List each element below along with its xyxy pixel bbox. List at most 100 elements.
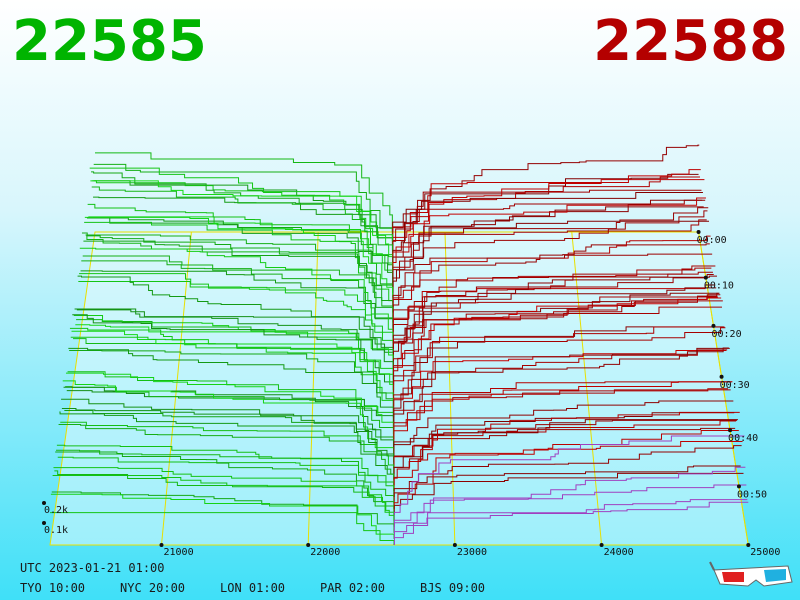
time-tick-dot: [728, 428, 733, 433]
ask-depth-line: [392, 207, 709, 293]
zone-time: LON 01:00: [220, 581, 285, 595]
ask-depth-line: [393, 327, 726, 401]
ask-depth-line: [393, 466, 746, 527]
price-grid-line: [160, 231, 192, 546]
price-tick-label: 24000: [604, 547, 634, 558]
ask-depth-line: [393, 465, 741, 498]
ask-depth-line: [393, 349, 728, 412]
bid-depth-line: [51, 491, 395, 533]
ask-depth-line: [393, 430, 739, 486]
bid-depth-line: [57, 456, 395, 492]
bid-depth-line: [92, 180, 393, 251]
ask-depth-line: [392, 284, 715, 333]
bid-depth-line: [52, 475, 395, 527]
bid-depth-line: [90, 180, 394, 265]
bid-depth-line: [55, 451, 395, 509]
time-tick-dot: [719, 374, 724, 379]
ask-depth-line: [392, 275, 717, 348]
price-grid-line: [571, 231, 603, 546]
ask-depth-line: [393, 435, 745, 521]
price-grid-line: [307, 231, 319, 546]
ask-depth-line: [392, 294, 721, 369]
zone-time: TYO 10:00: [20, 581, 85, 595]
ask-depth-line: [392, 173, 699, 232]
bid-depth-line: [56, 444, 395, 498]
ask-depth-line: [392, 267, 712, 313]
stereo-glasses-icon: [709, 561, 793, 587]
time-tick-dot: [736, 484, 741, 489]
bid-depth-line: [63, 386, 395, 451]
bid-depth-line: [81, 232, 394, 323]
bid-depth-line: [50, 512, 395, 545]
ask-depth-line: [393, 445, 742, 503]
ask-depth-line: [393, 347, 729, 423]
time-tick-label: 00:20: [711, 329, 741, 340]
time-tick-label: 00:00: [697, 235, 727, 246]
depth-tick-dot: [42, 501, 46, 505]
time-tick-label: 00:40: [728, 433, 758, 444]
bid-depth-line: [65, 386, 394, 440]
ask-depth-line: [393, 381, 733, 446]
ask-depth-line: [392, 199, 706, 274]
bid-depth-line: [81, 260, 394, 328]
bid-depth-line: [85, 234, 394, 298]
bid-depth-line: [50, 493, 395, 539]
ask-depth-line: [393, 427, 736, 463]
depth-tick-label: 0.1k: [44, 525, 68, 536]
time-zones: TYO 10:00 NYC 20:00 LON 01:00 PAR 02:00 BJS …: [20, 581, 485, 595]
bid-price: 22585: [12, 9, 207, 74]
bid-depth-line: [72, 314, 394, 391]
price-tick-dot: [159, 543, 164, 547]
bid-depth-line: [91, 186, 393, 255]
depth-tick-dot: [42, 521, 46, 525]
bid-depth-line: [86, 217, 394, 289]
time-tick-label: 00:50: [737, 489, 767, 500]
ask-price: 22588: [593, 9, 788, 74]
bid-depth-line: [65, 372, 394, 434]
bid-depth-line: [70, 336, 394, 401]
ask-depth-line: [392, 192, 703, 260]
bid-depth-line: [62, 380, 395, 457]
time-tick-label: 00:30: [720, 380, 750, 391]
ask-depth-line: [393, 441, 743, 509]
zone-time: NYC 20:00: [120, 581, 185, 595]
bid-depth-line: [69, 327, 394, 407]
bid-depth-line: [60, 421, 395, 474]
ask-depth-line: [392, 169, 701, 246]
bid-depth-line: [78, 280, 394, 348]
bid-depth-line: [76, 309, 394, 359]
bid-depth-line: [82, 255, 394, 318]
bid-depth-line: [74, 308, 394, 375]
bid-depth-line: [75, 324, 394, 369]
depth-tick-label: 0.2k: [44, 505, 68, 516]
ask-depth-line: [393, 472, 744, 515]
bid-depth-line: [68, 347, 394, 418]
ask-depth-line: [393, 420, 737, 468]
price-tick-dot: [746, 543, 751, 547]
bid-depth-line: [95, 152, 393, 232]
price-tick-label: 25000: [750, 547, 780, 558]
price-tick-dot: [599, 543, 604, 547]
price-tick-label: 23000: [457, 547, 487, 558]
bid-depth-line: [89, 217, 394, 274]
ask-depth-line: [392, 197, 706, 279]
bid-depth-line: [53, 467, 395, 521]
zone-time: PAR 02:00: [320, 581, 385, 595]
price-tick-dot: [452, 543, 457, 547]
ask-depth-line: [392, 296, 718, 354]
bid-depth-line: [94, 180, 393, 237]
ask-depth-line: [392, 243, 710, 303]
zone-time: BJS 09:00: [420, 581, 485, 595]
price-tick-label: 22000: [310, 547, 340, 558]
ask-depth-line: [393, 347, 730, 429]
bid-depth-line: [80, 270, 394, 333]
ask-depth-line: [393, 499, 748, 539]
time-tick-dot: [696, 230, 701, 234]
price-tick-dot: [306, 543, 311, 547]
ask-depth-line: [393, 484, 747, 533]
ask-depth-line: [392, 265, 716, 338]
scene: 21000 22000 23000 24000 25000 00:00 00:10 00:20…: [42, 144, 780, 558]
ask-depth-line: [393, 501, 749, 545]
